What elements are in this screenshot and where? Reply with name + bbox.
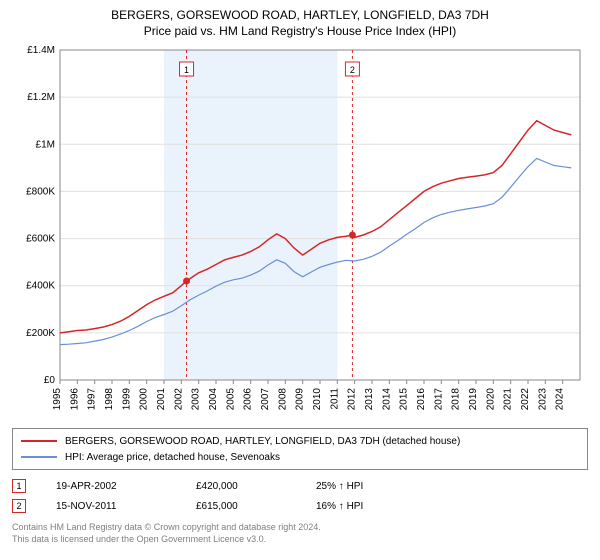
marker-delta: 16% ↑ HPI xyxy=(316,501,436,512)
svg-text:1997: 1997 xyxy=(87,388,98,411)
marker-date: 15-NOV-2011 xyxy=(56,501,196,512)
svg-text:£400K: £400K xyxy=(26,281,55,292)
svg-text:2023: 2023 xyxy=(537,388,548,411)
svg-text:£1.2M: £1.2M xyxy=(27,92,55,103)
legend: BERGERS, GORSEWOOD ROAD, HARTLEY, LONGFI… xyxy=(12,428,588,470)
svg-text:2014: 2014 xyxy=(381,388,392,411)
chart-title: BERGERS, GORSEWOOD ROAD, HARTLEY, LONGFI… xyxy=(12,8,588,22)
svg-text:2006: 2006 xyxy=(243,388,254,411)
svg-text:2010: 2010 xyxy=(312,388,323,411)
footer-line-2: This data is licensed under the Open Gov… xyxy=(12,534,588,546)
chart-subtitle: Price paid vs. HM Land Registry's House … xyxy=(12,24,588,38)
legend-item-hpi: HPI: Average price, detached house, Seve… xyxy=(21,449,579,465)
marker-badge-2: 2 xyxy=(12,499,26,513)
svg-text:2012: 2012 xyxy=(347,388,358,411)
svg-text:£0: £0 xyxy=(44,375,56,386)
legend-swatch-subject xyxy=(21,440,57,442)
svg-text:2020: 2020 xyxy=(485,388,496,411)
marker-table: 1 19-APR-2002 £420,000 25% ↑ HPI 2 15-NO… xyxy=(12,476,588,516)
svg-text:2007: 2007 xyxy=(260,388,271,411)
svg-text:2004: 2004 xyxy=(208,388,219,411)
svg-text:2018: 2018 xyxy=(451,388,462,411)
legend-item-subject: BERGERS, GORSEWOOD ROAD, HARTLEY, LONGFI… xyxy=(21,433,579,449)
svg-text:£800K: £800K xyxy=(26,186,55,197)
svg-text:£600K: £600K xyxy=(26,234,55,245)
marker-price: £615,000 xyxy=(196,501,316,512)
svg-text:2008: 2008 xyxy=(277,388,288,411)
marker-row: 2 15-NOV-2011 £615,000 16% ↑ HPI xyxy=(12,496,588,516)
svg-text:£200K: £200K xyxy=(26,328,55,339)
svg-text:2022: 2022 xyxy=(520,388,531,411)
svg-text:£1.4M: £1.4M xyxy=(27,45,55,56)
svg-text:1996: 1996 xyxy=(69,388,80,411)
svg-text:1998: 1998 xyxy=(104,388,115,411)
svg-text:2002: 2002 xyxy=(173,388,184,411)
svg-text:2000: 2000 xyxy=(139,388,150,411)
footer: Contains HM Land Registry data © Crown c… xyxy=(12,522,588,545)
legend-label-hpi: HPI: Average price, detached house, Seve… xyxy=(65,452,280,463)
svg-text:2009: 2009 xyxy=(295,388,306,411)
marker-row: 1 19-APR-2002 £420,000 25% ↑ HPI xyxy=(12,476,588,496)
svg-text:2003: 2003 xyxy=(191,388,202,411)
footer-line-1: Contains HM Land Registry data © Crown c… xyxy=(12,522,588,534)
chart-svg: £0 £200K £400K £600K £800K £1M £1.2M £1.4M 1995 1… xyxy=(12,42,588,422)
svg-text:2: 2 xyxy=(350,65,355,75)
svg-text:2016: 2016 xyxy=(416,388,427,411)
svg-text:2015: 2015 xyxy=(399,388,410,411)
svg-text:1995: 1995 xyxy=(52,388,63,411)
svg-text:2001: 2001 xyxy=(156,388,167,411)
svg-text:2019: 2019 xyxy=(468,388,479,411)
svg-text:2005: 2005 xyxy=(225,388,236,411)
chart-container: BERGERS, GORSEWOOD ROAD, HARTLEY, LONGFI… xyxy=(0,0,600,549)
svg-text:2024: 2024 xyxy=(555,388,566,411)
svg-text:2011: 2011 xyxy=(329,388,340,410)
svg-text:1999: 1999 xyxy=(121,388,132,411)
svg-text:2017: 2017 xyxy=(433,388,444,411)
legend-label-subject: BERGERS, GORSEWOOD ROAD, HARTLEY, LONGFI… xyxy=(65,436,460,447)
marker-date: 19-APR-2002 xyxy=(56,481,196,492)
svg-text:2021: 2021 xyxy=(503,388,514,411)
marker-price: £420,000 xyxy=(196,481,316,492)
svg-text:1: 1 xyxy=(184,65,189,75)
legend-swatch-hpi xyxy=(21,456,57,458)
marker-delta: 25% ↑ HPI xyxy=(316,481,436,492)
svg-text:2013: 2013 xyxy=(364,388,375,411)
chart-plot-area: £0 £200K £400K £600K £800K £1M £1.2M £1.4M 1995 1… xyxy=(12,42,588,422)
marker-badge-1: 1 xyxy=(12,479,26,493)
svg-text:£1M: £1M xyxy=(36,139,55,150)
